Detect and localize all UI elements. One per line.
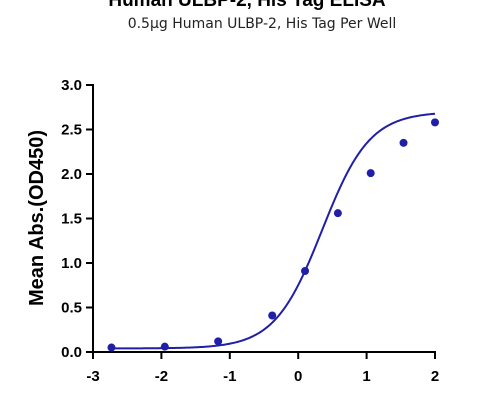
data-point [301, 267, 310, 276]
x-tick-label: -1 [223, 368, 236, 385]
x-tick-label: -3 [86, 368, 99, 385]
x-tick-label: 0 [294, 368, 302, 385]
y-tick-label: 1.0 [61, 255, 82, 272]
y-axis-label: Mean Abs.(OD450) [26, 130, 48, 306]
data-point [214, 337, 223, 346]
x-tick-label: 2 [431, 368, 439, 385]
data-points [107, 118, 439, 352]
chart-subtitle: 0.5μg Human ULBP-2, His Tag Per Well [128, 16, 397, 32]
data-point [268, 311, 277, 320]
plot-area: -3 -2 -1 0 1 2 0.0 0.5 1.0 1.5 2.0 2.5 3.0 [61, 77, 439, 385]
data-point [107, 343, 116, 352]
y-tick-label: 0.5 [61, 300, 82, 317]
y-tick-label: 1.5 [61, 211, 82, 228]
data-point [366, 169, 375, 178]
y-tick-label: 3.0 [61, 77, 82, 94]
y-tick-label: 2.0 [61, 166, 82, 183]
y-tick-label: 0.0 [61, 344, 82, 361]
data-point [160, 342, 169, 351]
x-axis-ticks: -3 -2 -1 0 1 2 [86, 352, 439, 385]
chart-title: Human ULBP-2, His Tag ELISA [108, 0, 386, 11]
y-tick-label: 2.5 [61, 122, 82, 139]
x-tick-label: -2 [155, 368, 168, 385]
data-point [333, 209, 342, 218]
data-point [399, 138, 408, 147]
data-point [431, 118, 439, 127]
x-tick-label: 1 [362, 368, 370, 385]
y-axis-ticks: 0.0 0.5 1.0 1.5 2.0 2.5 3.0 [61, 77, 93, 361]
